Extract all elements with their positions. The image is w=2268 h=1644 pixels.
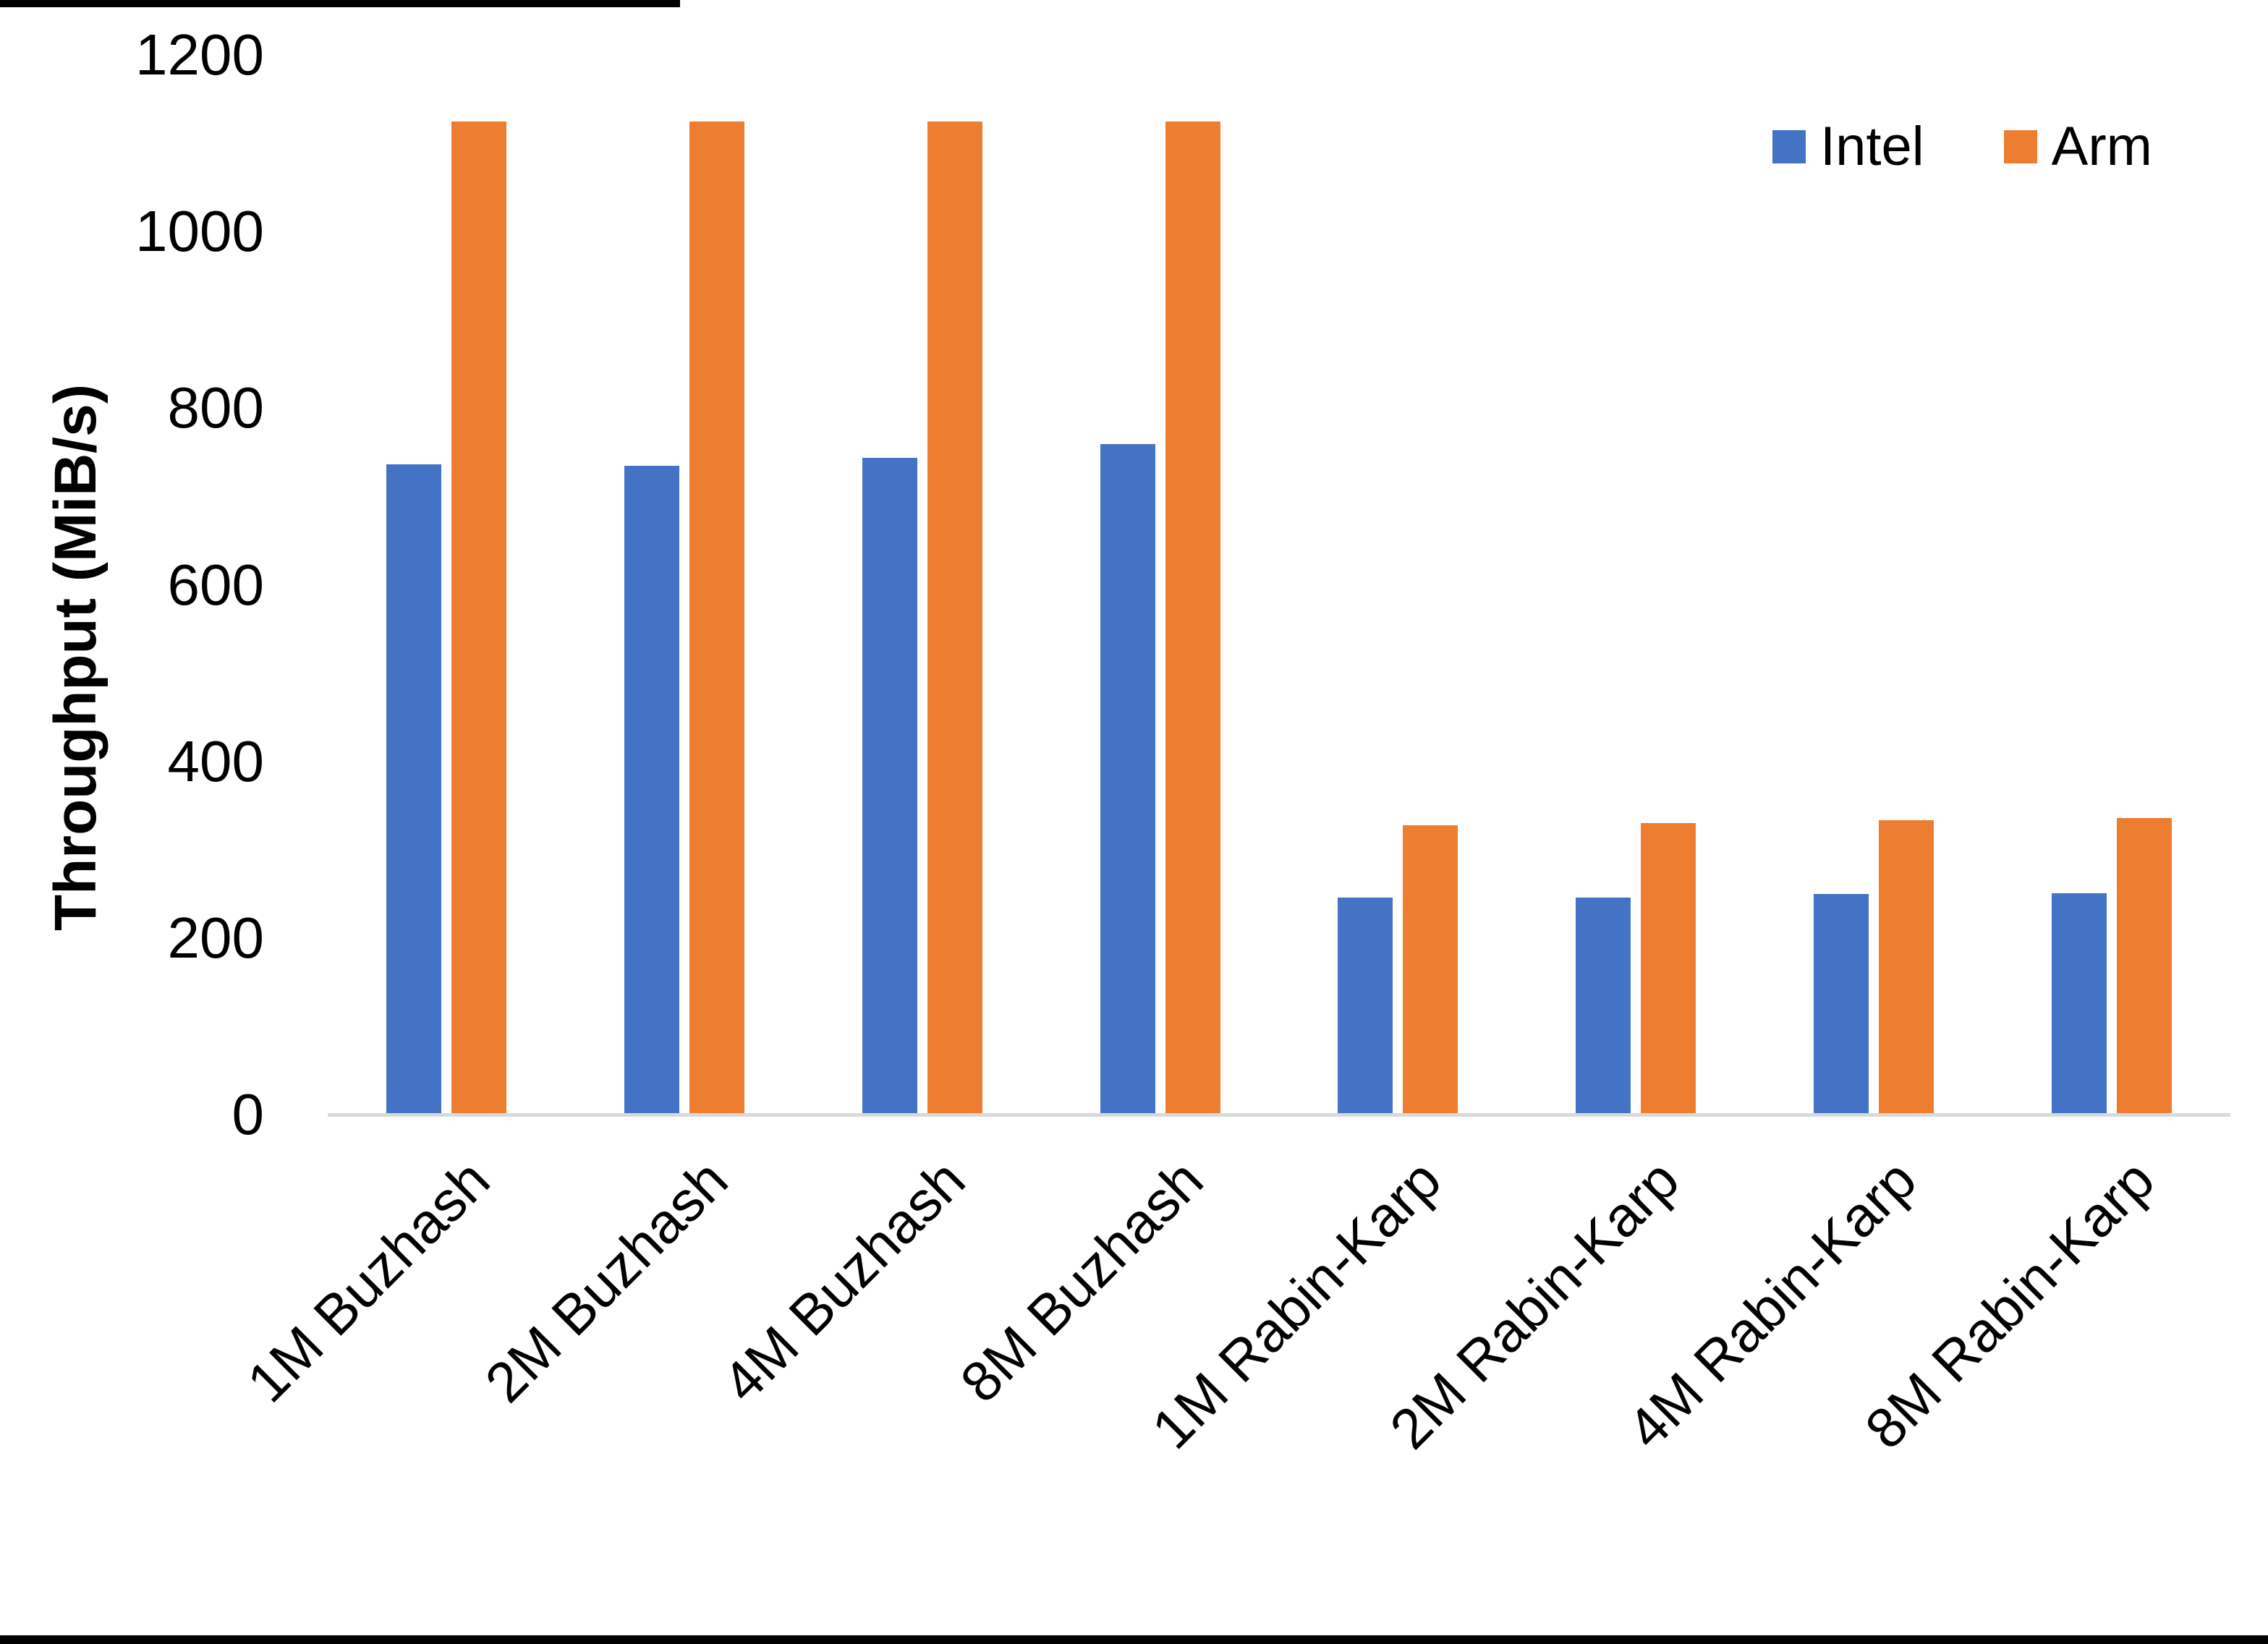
- y-tick-label-1000: 1000: [135, 199, 264, 264]
- legend-label-arm: Arm: [2051, 116, 2152, 177]
- bar-intel-4m-buzhash: [862, 457, 917, 1115]
- bar-groups: [328, 55, 2230, 1115]
- bar-intel-8m-rabin-karp: [2051, 893, 2107, 1115]
- bar-arm-2m-rabin-karp: [1641, 823, 1696, 1115]
- y-tick-label-600: 600: [167, 552, 264, 617]
- bar-group-4m-rabin-karp: [1755, 55, 1993, 1115]
- plot-area: [328, 55, 2230, 1117]
- bar-group-8m-buzhash: [1041, 55, 1279, 1115]
- bar-intel-1m-buzhash: [386, 464, 442, 1115]
- bar-arm-4m-rabin-karp: [1878, 820, 1934, 1115]
- bar-group-8m-rabin-karp: [1992, 55, 2230, 1115]
- bar-arm-1m-rabin-karp: [1403, 825, 1458, 1115]
- bar-arm-4m-buzhash: [927, 121, 982, 1115]
- bar-group-1m-buzhash: [328, 55, 566, 1115]
- bar-group-2m-buzhash: [566, 55, 804, 1115]
- bar-group-4m-buzhash: [804, 55, 1042, 1115]
- bar-intel-2m-rabin-karp: [1576, 897, 1631, 1115]
- legend-item-arm: Arm: [2003, 116, 2152, 177]
- bar-arm-1m-buzhash: [451, 121, 507, 1115]
- bar-arm-8m-buzhash: [1165, 121, 1220, 1115]
- bar-intel-4m-rabin-karp: [1813, 893, 1869, 1115]
- x-axis-label-1m-buzhash: 1M Buzhash: [234, 1147, 502, 1415]
- window-bottom-edge-line: [0, 1635, 2268, 1644]
- y-tick-label-800: 800: [167, 375, 264, 440]
- bar-intel-8m-buzhash: [1100, 444, 1155, 1115]
- bar-group-1m-rabin-karp: [1279, 55, 1517, 1115]
- x-axis-line: [328, 1113, 2230, 1117]
- bar-arm-8m-rabin-karp: [2116, 817, 2172, 1115]
- y-axis-tick-labels: 0 200 400 600 800 1000 1200: [72, 26, 264, 1143]
- y-tick-label-200: 200: [167, 905, 264, 970]
- window-top-edge-line: [0, 0, 680, 7]
- x-axis-label-4m-buzhash: 4M Buzhash: [710, 1147, 977, 1415]
- y-tick-label-1200: 1200: [135, 22, 264, 87]
- y-tick-label-0: 0: [232, 1082, 265, 1146]
- bar-group-2m-rabin-karp: [1517, 55, 1755, 1115]
- bar-intel-2m-buzhash: [624, 465, 680, 1115]
- x-axis-label-2m-buzhash: 2M Buzhash: [472, 1147, 739, 1415]
- x-axis-category-labels: 1M Buzhash 2M Buzhash 4M Buzhash 8M Buzhash…: [234, 1147, 2230, 1583]
- legend-swatch-intel: [1772, 130, 1806, 163]
- legend: Intel Arm: [1772, 114, 2152, 179]
- legend-label-intel: Intel: [1820, 116, 1924, 177]
- bar-arm-2m-buzhash: [689, 121, 745, 1115]
- legend-item-intel: Intel: [1772, 119, 1924, 174]
- x-axis-label-8m-buzhash: 8M Buzhash: [948, 1147, 1215, 1415]
- y-tick-label-400: 400: [167, 728, 264, 793]
- legend-swatch-arm: [2003, 130, 2037, 163]
- bar-intel-1m-rabin-karp: [1338, 897, 1393, 1115]
